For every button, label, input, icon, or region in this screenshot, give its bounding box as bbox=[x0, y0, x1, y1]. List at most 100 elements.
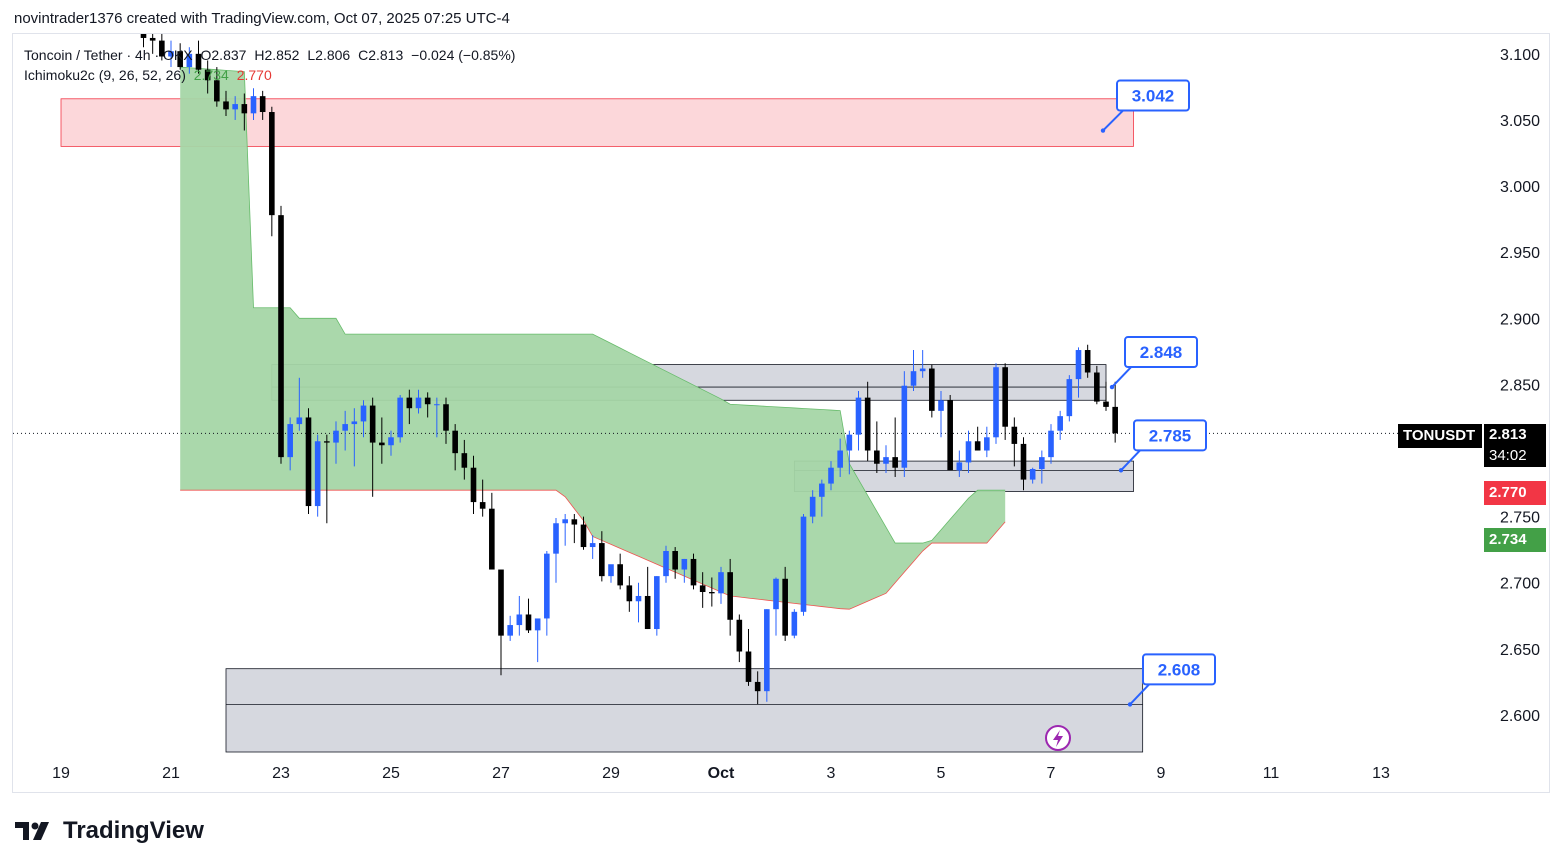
candle-body bbox=[919, 368, 926, 372]
legend-indicator-row: Ichimoku2c (9, 26, 52, 26) 2.734 2.770 bbox=[24, 65, 519, 85]
legend-symbol-row: Toncoin / Tether · 4h · OKX O2.837 H2.85… bbox=[24, 45, 519, 65]
callout-pointer bbox=[1111, 364, 1134, 388]
callout-anchor bbox=[1100, 128, 1106, 133]
candle-body bbox=[1029, 469, 1036, 480]
candle-body bbox=[984, 437, 990, 451]
candle-body bbox=[305, 417, 312, 507]
chart-caption: novintrader1376 created with TradingView… bbox=[14, 10, 510, 27]
x-tick-label: 3 bbox=[827, 765, 836, 782]
candle-body bbox=[709, 592, 715, 594]
candle-body bbox=[672, 551, 678, 570]
x-tick-label: 9 bbox=[1157, 765, 1166, 782]
candles-layer bbox=[140, 34, 1118, 705]
candle-body bbox=[534, 618, 541, 631]
candle-body bbox=[718, 572, 724, 594]
candle-body bbox=[974, 441, 981, 451]
candle-body bbox=[149, 37, 156, 41]
y-tick-label: 2.650 bbox=[1500, 642, 1540, 659]
candle-body bbox=[599, 543, 605, 577]
candle-body bbox=[1002, 367, 1008, 427]
candle-body bbox=[580, 524, 587, 548]
candle-body bbox=[397, 397, 403, 438]
span-b-tag: 2.770 bbox=[1484, 481, 1546, 505]
tradingview-logo[interactable]: TradingView bbox=[15, 817, 204, 845]
callout-anchor bbox=[1118, 468, 1124, 473]
candle-body bbox=[415, 397, 422, 409]
tradingview-logo-icon bbox=[15, 820, 55, 842]
level-callout: 2.785 bbox=[1118, 419, 1207, 473]
candle-body bbox=[1020, 443, 1027, 480]
flash-icon-layer bbox=[1045, 725, 1071, 751]
x-tick-label: 7 bbox=[1047, 765, 1056, 782]
x-tick-label: 23 bbox=[272, 765, 290, 782]
y-tick-label: 3.100 bbox=[1500, 47, 1540, 64]
callout-label: 3.042 bbox=[1132, 87, 1175, 106]
last-price-tag: 2.813 bbox=[1484, 424, 1546, 446]
candle-body bbox=[782, 578, 788, 636]
candle-body bbox=[379, 442, 385, 446]
y-axis: 3.1003.0503.0002.9502.9002.8502.8002.750… bbox=[1500, 47, 1540, 725]
callout-box bbox=[1133, 419, 1207, 452]
ichimoku-span-a-line bbox=[180, 66, 1006, 544]
y-tick-label: 2.600 bbox=[1500, 708, 1540, 725]
x-tick-label: 13 bbox=[1372, 765, 1390, 782]
candle-body bbox=[809, 496, 816, 517]
legend-high: H2.852 bbox=[254, 47, 300, 63]
callout-pointer bbox=[1102, 107, 1126, 132]
candle-body bbox=[791, 611, 798, 636]
y-tick-label: 2.850 bbox=[1500, 377, 1540, 394]
candle-body bbox=[232, 104, 238, 110]
candle-body bbox=[544, 553, 550, 619]
callout-box bbox=[1116, 79, 1190, 112]
candle-body bbox=[608, 564, 614, 577]
candle-body bbox=[654, 576, 660, 630]
candle-body bbox=[764, 609, 770, 692]
legend-indicator-value-a: 2.734 bbox=[193, 67, 229, 83]
candle-body bbox=[736, 619, 743, 652]
candle-body bbox=[369, 405, 376, 443]
candle-body bbox=[663, 551, 669, 577]
candle-body bbox=[965, 441, 972, 463]
candle-body bbox=[1112, 406, 1118, 434]
flash-bolt-icon bbox=[1053, 730, 1063, 747]
candle-body bbox=[406, 397, 413, 409]
candle-body bbox=[993, 367, 999, 438]
candle-body bbox=[214, 80, 220, 102]
zones-layer bbox=[60, 98, 1144, 753]
candle-body bbox=[1084, 350, 1091, 373]
candle-body bbox=[461, 453, 468, 468]
candle-body bbox=[259, 96, 266, 113]
y-tick-label: 3.000 bbox=[1500, 179, 1540, 196]
level-callout: 3.042 bbox=[1100, 79, 1190, 133]
candle-body bbox=[1066, 379, 1073, 417]
candle-body bbox=[177, 51, 183, 68]
candle-body bbox=[874, 450, 880, 464]
y-tick-label: 2.900 bbox=[1500, 311, 1540, 328]
span-a-tag: 2.734 bbox=[1484, 528, 1546, 552]
candle-body bbox=[1075, 350, 1082, 380]
callout-label: 2.608 bbox=[1158, 660, 1201, 679]
candle-body bbox=[434, 404, 440, 406]
legend-close: C2.813 bbox=[358, 47, 404, 63]
candle-body bbox=[195, 53, 202, 70]
candle-body bbox=[342, 424, 348, 431]
callout-pointer bbox=[1129, 681, 1152, 706]
candle-body bbox=[626, 585, 633, 602]
callout-pointer bbox=[1120, 447, 1143, 472]
candle-body bbox=[819, 483, 825, 497]
candle-body bbox=[938, 400, 944, 411]
candle-body bbox=[351, 421, 358, 425]
candle-body bbox=[681, 558, 688, 570]
symbol-tag: TONUSDT bbox=[1398, 424, 1482, 448]
candle-body bbox=[929, 368, 935, 411]
candle-body bbox=[498, 569, 504, 636]
candle-body bbox=[553, 523, 559, 554]
candle-body bbox=[269, 112, 275, 216]
x-tick-label: 5 bbox=[937, 765, 946, 782]
tradingview-logo-text: TradingView bbox=[63, 817, 204, 844]
candle-body bbox=[314, 441, 321, 507]
candle-body bbox=[864, 397, 871, 451]
candle-body bbox=[525, 614, 532, 631]
candle-body bbox=[1103, 401, 1109, 407]
